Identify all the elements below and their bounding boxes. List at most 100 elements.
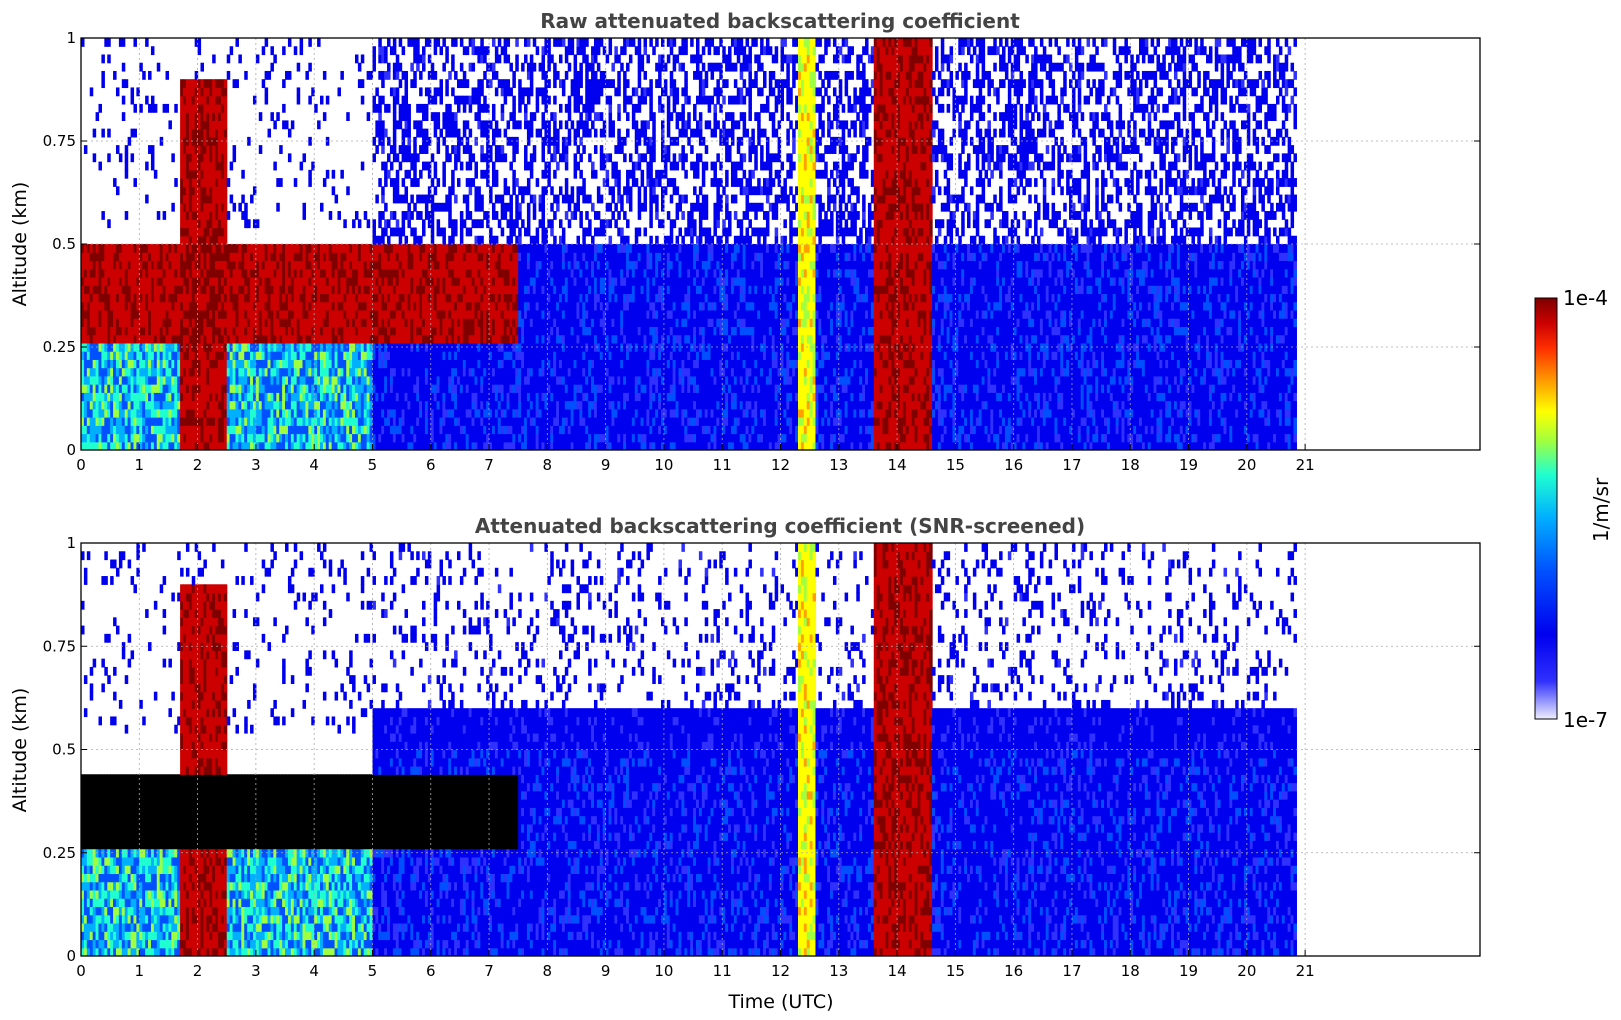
heatmap-cell xyxy=(250,244,254,253)
heatmap-cell xyxy=(340,334,344,344)
heatmap-cell xyxy=(343,392,347,402)
heatmap-cell xyxy=(416,153,420,163)
heatmap-cell xyxy=(142,285,146,295)
heatmap-cell xyxy=(363,309,368,319)
heatmap-cell xyxy=(171,293,175,303)
heatmap-cell xyxy=(285,351,289,360)
heatmap-cell xyxy=(139,367,143,377)
heatmap-cell xyxy=(121,425,126,435)
heatmap-cell xyxy=(422,417,426,426)
heatmap-cell xyxy=(314,252,318,262)
heatmap-cell xyxy=(422,318,426,327)
heatmap-cell xyxy=(183,128,187,138)
heatmap-cell xyxy=(325,285,330,295)
heatmap-cell xyxy=(398,161,403,171)
heatmap-cell xyxy=(235,260,239,270)
heatmap-cell xyxy=(366,425,371,435)
heatmap-cell xyxy=(110,417,114,426)
heatmap-cell xyxy=(226,211,231,220)
heatmap-cell xyxy=(392,87,397,97)
heatmap-cell xyxy=(250,375,254,385)
heatmap-cell xyxy=(185,441,190,450)
heatmap-cell xyxy=(381,128,385,138)
heatmap-cell xyxy=(232,433,237,443)
heatmap-cell xyxy=(352,244,356,253)
heatmap-cell xyxy=(337,260,341,270)
heatmap-cell xyxy=(264,293,269,303)
heatmap-cell xyxy=(276,384,280,393)
heatmap-cell xyxy=(89,87,94,97)
heatmap-cell xyxy=(290,375,295,385)
heatmap-cell xyxy=(159,425,164,435)
heatmap-cell xyxy=(299,375,304,385)
heatmap-cell xyxy=(282,301,286,311)
heatmap-cell xyxy=(142,318,146,327)
heatmap-cell xyxy=(183,235,187,245)
heatmap-cell xyxy=(366,293,371,303)
heatmap-cell xyxy=(422,351,426,360)
heatmap-cell xyxy=(395,375,400,385)
heatmap-cell xyxy=(436,219,441,229)
heatmap-cell xyxy=(401,425,406,435)
heatmap-cell xyxy=(86,268,91,278)
heatmap-cell xyxy=(334,318,339,327)
heatmap-cell xyxy=(177,309,181,319)
heatmap-cell xyxy=(92,375,97,385)
heatmap-cell xyxy=(392,145,397,154)
heatmap-cell xyxy=(180,219,184,229)
heatmap-cell xyxy=(419,375,423,385)
heatmap-cell xyxy=(247,268,251,278)
heatmap-cell xyxy=(340,244,344,253)
heatmap-cell xyxy=(159,293,164,303)
heatmap-cell xyxy=(241,285,245,295)
heatmap-cell xyxy=(422,194,426,204)
heatmap-cell xyxy=(209,178,213,187)
heatmap-cell xyxy=(220,95,225,105)
heatmap-cell xyxy=(381,161,385,171)
heatmap-cell xyxy=(392,342,397,352)
heatmap-cell xyxy=(422,326,426,336)
heatmap-cell xyxy=(235,326,239,336)
heatmap-cell xyxy=(258,400,263,410)
heatmap-cell xyxy=(302,433,307,443)
heatmap-cell xyxy=(127,252,132,262)
heatmap-cell xyxy=(352,417,356,426)
heatmap-cell xyxy=(183,153,187,163)
heatmap-cell xyxy=(381,367,385,377)
heatmap-cell xyxy=(293,301,298,311)
heatmap-cell xyxy=(232,425,237,435)
heatmap-cell xyxy=(188,400,193,410)
heatmap-cell xyxy=(209,309,213,319)
heatmap-cell xyxy=(83,276,88,286)
heatmap-cell xyxy=(206,268,210,278)
heatmap-cell xyxy=(191,293,196,303)
heatmap-cell xyxy=(407,276,411,286)
heatmap-cell xyxy=(340,367,344,377)
heatmap-cell xyxy=(512,186,516,196)
heatmap-cell xyxy=(413,417,417,426)
heatmap-cell xyxy=(424,128,429,138)
heatmap-cell xyxy=(220,87,225,97)
heatmap-cell xyxy=(331,375,336,385)
heatmap-cell xyxy=(404,367,409,377)
heatmap-cell xyxy=(139,244,143,253)
heatmap-cell xyxy=(407,408,411,418)
heatmap-cell xyxy=(180,260,184,270)
heatmap-cell xyxy=(101,70,105,80)
heatmap-cell xyxy=(197,417,202,426)
heatmap-cell xyxy=(360,301,365,311)
heatmap-cell xyxy=(515,194,519,204)
heatmap-cell xyxy=(252,359,257,369)
heatmap-cell xyxy=(267,318,272,327)
heatmap-cell xyxy=(203,309,207,319)
heatmap-cell xyxy=(107,367,111,377)
heatmap-cell xyxy=(314,318,318,327)
heatmap-cell xyxy=(276,309,280,319)
heatmap-cell xyxy=(357,375,362,385)
heatmap-cell xyxy=(86,351,91,360)
heatmap-cell xyxy=(203,392,207,402)
heatmap-cell xyxy=(241,276,245,286)
heatmap-cell xyxy=(115,408,120,418)
heatmap-cell xyxy=(177,334,181,344)
